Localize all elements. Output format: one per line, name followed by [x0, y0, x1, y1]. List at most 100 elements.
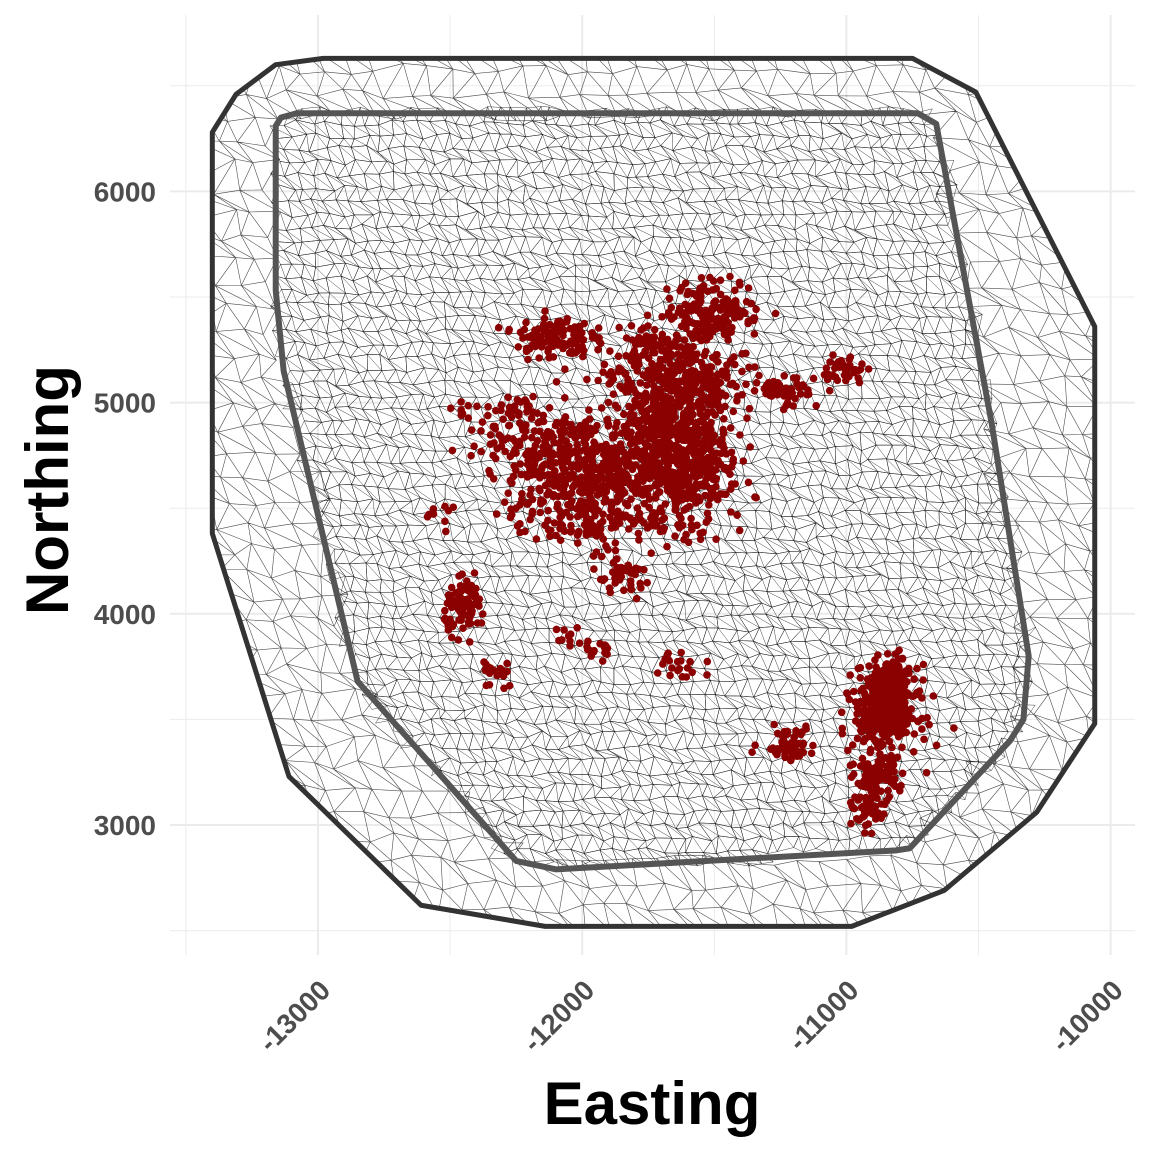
data-point: [769, 377, 778, 386]
data-point: [544, 333, 552, 341]
data-point: [667, 429, 675, 438]
data-point: [609, 375, 618, 383]
data-point: [504, 489, 512, 498]
data-point: [871, 736, 880, 745]
data-point: [566, 513, 574, 521]
data-point: [727, 485, 735, 493]
data-point: [552, 378, 561, 386]
data-point: [879, 740, 887, 749]
data-point: [611, 444, 619, 452]
data-point: [771, 309, 780, 318]
data-point: [655, 393, 663, 402]
data-point: [913, 688, 921, 697]
data-point: [807, 749, 816, 758]
data-point: [691, 450, 700, 458]
data-point: [628, 353, 637, 362]
data-point: [726, 306, 734, 314]
data-point: [750, 330, 759, 338]
data-point: [885, 793, 894, 801]
data-point: [616, 513, 624, 522]
data-point: [577, 481, 585, 489]
data-point: [568, 470, 577, 479]
data-point: [442, 527, 450, 536]
data-point: [692, 326, 700, 335]
data-point: [745, 404, 754, 413]
data-point: [866, 695, 875, 704]
data-point: [716, 276, 725, 285]
data-point: [585, 515, 594, 524]
data-point: [553, 418, 561, 427]
data-point: [638, 400, 647, 408]
data-point: [604, 398, 613, 407]
data-point: [574, 529, 583, 537]
data-point: [728, 323, 736, 332]
data-point: [627, 585, 635, 594]
data-point: [635, 536, 643, 544]
data-point: [685, 492, 694, 501]
data-point: [683, 433, 691, 442]
data-point: [459, 624, 467, 632]
data-point: [721, 325, 729, 334]
data-point: [641, 348, 649, 356]
data-point: [527, 485, 535, 494]
data-point: [541, 307, 549, 315]
data-point: [751, 741, 759, 749]
data-point: [694, 482, 703, 490]
data-point: [518, 490, 526, 498]
data-point: [571, 434, 579, 442]
data-point: [494, 323, 503, 332]
data-point: [486, 440, 495, 449]
data-point: [837, 708, 846, 717]
data-point: [726, 272, 734, 281]
data-point: [505, 327, 513, 336]
data-point: [682, 368, 690, 377]
data-point: [630, 419, 639, 428]
data-point: [891, 775, 899, 783]
data-point: [903, 668, 911, 677]
data-point: [651, 494, 660, 502]
data-point: [624, 419, 633, 428]
data-point: [643, 311, 652, 320]
data-point: [876, 755, 884, 764]
data-point: [590, 565, 598, 573]
data-point: [712, 535, 720, 543]
data-point: [726, 424, 735, 432]
data-point: [581, 420, 589, 429]
data-point: [612, 450, 621, 459]
data-point: [657, 443, 665, 451]
data-point: [552, 625, 561, 634]
x-tick-label: -13000: [253, 974, 337, 1058]
data-point: [634, 529, 643, 538]
data-point: [739, 457, 748, 465]
data-point: [640, 519, 648, 527]
data-point: [733, 392, 742, 401]
data-point: [773, 729, 782, 738]
data-point: [429, 505, 438, 513]
data-point: [561, 465, 569, 474]
data-point: [467, 426, 476, 434]
data-point: [672, 477, 681, 485]
data-point: [866, 748, 874, 757]
y-tick-label: 6000: [94, 176, 156, 207]
data-point: [571, 447, 579, 455]
data-point: [616, 576, 624, 584]
data-point: [456, 599, 465, 608]
data-point: [561, 413, 570, 421]
data-point: [766, 391, 774, 400]
data-point: [880, 712, 888, 720]
data-point: [665, 294, 674, 303]
data-point: [929, 692, 938, 700]
data-point: [644, 426, 653, 434]
data-point: [831, 373, 840, 381]
data-point: [520, 433, 529, 442]
data-point: [664, 461, 673, 470]
data-point: [893, 693, 902, 702]
data-point: [899, 705, 907, 714]
data-point: [440, 615, 449, 623]
data-point: [710, 381, 719, 390]
data-point: [867, 829, 876, 838]
data-point: [707, 463, 715, 472]
data-point: [920, 735, 928, 744]
data-point: [528, 433, 536, 442]
data-point: [587, 467, 596, 476]
